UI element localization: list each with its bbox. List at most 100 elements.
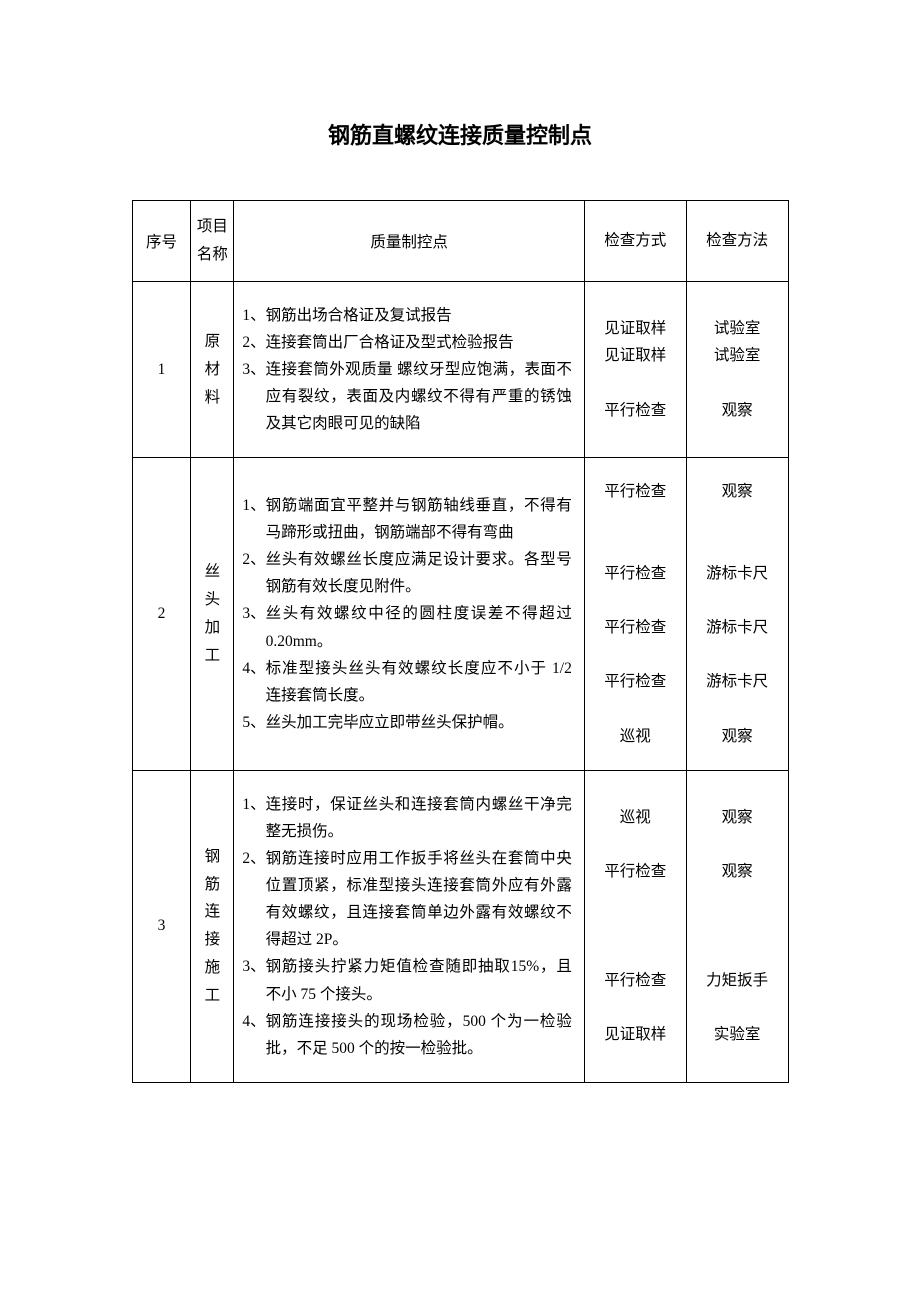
qc-point-text: 钢筋连接接头的现场检验，500 个为一检验批，不足 500 个的按一检验批。 [266,1008,572,1062]
method-line [691,506,784,533]
cell-proj: 钢筋连接施工 [191,770,234,1082]
method-line [691,370,784,397]
mode-line [589,370,682,397]
qc-point-num: 3、 [242,356,265,383]
qc-point-text: 连接套筒出厂合格证及型式检验报告 [266,329,572,356]
qc-point-num: 2、 [242,845,265,872]
qc-point-text: 连接套筒外观质量 螺纹牙型应饱满，表面不应有裂纹，表面及内螺纹不得有严重的锈蚀及… [266,356,572,437]
mode-line: 平行检查 [589,668,682,695]
qc-point: 3、丝头有效螺纹中径的圆柱度误差不得超过 0.20mm。 [242,600,572,654]
mode-line: 见证取样 [589,315,682,342]
qc-point-num: 1、 [242,302,265,329]
method-line: 试验室 [691,342,784,369]
qc-point-num: 4、 [242,655,265,682]
cell-qc: 1、连接时，保证丝头和连接套筒内螺丝干净完整无损伤。2、钢筋连接时应用工作扳手将… [234,770,585,1082]
qc-point-num: 4、 [242,1008,265,1035]
mode-line: 平行检查 [589,614,682,641]
mode-line: 平行检查 [589,858,682,885]
method-line [691,831,784,858]
method-line: 力矩扳手 [691,967,784,994]
table-body: 1原材料1、钢筋出场合格证及复试报告2、连接套筒出厂合格证及型式检验报告3、连接… [132,281,788,1082]
method-line [691,886,784,913]
method-line [691,695,784,722]
mode-line [589,533,682,560]
qc-point-text: 丝头有效螺丝长度应满足设计要求。各型号钢筋有效长度见附件。 [266,546,572,600]
qc-point-text: 钢筋连接时应用工作扳手将丝头在套筒中央位置顶紧，标准型接头连接套筒外应有外露有效… [266,845,572,954]
qc-point-num: 1、 [242,492,265,519]
table-row: 1原材料1、钢筋出场合格证及复试报告2、连接套筒出厂合格证及型式检验报告3、连接… [132,281,788,458]
mode-line: 平行检查 [589,397,682,424]
method-line [691,533,784,560]
mode-line: 平行检查 [589,560,682,587]
cell-qc: 1、钢筋端面宜平整并与钢筋轴线垂直，不得有马蹄形或扭曲，钢筋端部不得有弯曲2、丝… [234,458,585,770]
qc-point: 4、钢筋连接接头的现场检验，500 个为一检验批，不足 500 个的按一检验批。 [242,1008,572,1062]
table-row: 3钢筋连接施工1、连接时，保证丝头和连接套筒内螺丝干净完整无损伤。2、钢筋连接时… [132,770,788,1082]
qc-point: 2、钢筋连接时应用工作扳手将丝头在套筒中央位置顶紧，标准型接头连接套筒外应有外露… [242,845,572,954]
qc-point-num: 2、 [242,329,265,356]
cell-seq: 2 [132,458,191,770]
method-line: 观察 [691,723,784,750]
cell-mode: 见证取样见证取样 平行检查 [584,281,686,458]
qc-point: 2、丝头有效螺丝长度应满足设计要求。各型号钢筋有效长度见附件。 [242,546,572,600]
qc-point-text: 钢筋端面宜平整并与钢筋轴线垂直，不得有马蹄形或扭曲，钢筋端部不得有弯曲 [266,492,572,546]
qc-point: 5、丝头加工完毕应立即带丝头保护帽。 [242,709,572,736]
header-proj: 项目 名称 [191,201,234,282]
qc-point: 3、连接套筒外观质量 螺纹牙型应饱满，表面不应有裂纹，表面及内螺纹不得有严重的锈… [242,356,572,437]
cell-seq: 3 [132,770,191,1082]
cell-seq: 1 [132,281,191,458]
qc-point-text: 丝头加工完毕应立即带丝头保护帽。 [266,709,572,736]
mode-line: 见证取样 [589,1021,682,1048]
table-header-row: 序号 项目 名称 质量制控点 检查方式 检查方法 [132,201,788,282]
cell-qc: 1、钢筋出场合格证及复试报告2、连接套筒出厂合格证及型式检验报告3、连接套筒外观… [234,281,585,458]
method-line [691,641,784,668]
table-row: 2丝头加工1、钢筋端面宜平整并与钢筋轴线垂直，不得有马蹄形或扭曲，钢筋端部不得有… [132,458,788,770]
header-qc: 质量制控点 [234,201,585,282]
cell-mode: 平行检查 平行检查 平行检查 平行检查 巡视 [584,458,686,770]
method-line: 试验室 [691,315,784,342]
cell-method: 试验室试验室 观察 [686,281,788,458]
qc-point-num: 3、 [242,953,265,980]
method-line [691,913,784,940]
cell-proj: 原材料 [191,281,234,458]
mode-line: 巡视 [589,804,682,831]
page-title: 钢筋直螺纹连接质量控制点 [0,0,920,200]
mode-line [589,886,682,913]
mode-line [589,913,682,940]
qc-point-text: 标准型接头丝头有效螺纹长度应不小于 1/2 连接套筒长度。 [266,655,572,709]
qc-point-num: 5、 [242,709,265,736]
qc-point: 3、钢筋接头拧紧力矩值检查随即抽取15%，且不小 75 个接头。 [242,953,572,1007]
mode-line: 平行检查 [589,478,682,505]
method-line: 游标卡尺 [691,668,784,695]
mode-line [589,940,682,967]
mode-line: 巡视 [589,723,682,750]
mode-line: 平行检查 [589,967,682,994]
qc-point: 2、连接套筒出厂合格证及型式检验报告 [242,329,572,356]
cell-method: 观察 游标卡尺 游标卡尺 游标卡尺 观察 [686,458,788,770]
method-line [691,940,784,967]
mode-line [589,695,682,722]
qc-point-num: 3、 [242,600,265,627]
qc-point: 1、钢筋端面宜平整并与钢筋轴线垂直，不得有马蹄形或扭曲，钢筋端部不得有弯曲 [242,492,572,546]
method-line [691,994,784,1021]
qc-point-text: 连接时，保证丝头和连接套筒内螺丝干净完整无损伤。 [266,791,572,845]
method-line: 观察 [691,858,784,885]
qc-point: 1、钢筋出场合格证及复试报告 [242,302,572,329]
mode-line [589,994,682,1021]
method-line: 游标卡尺 [691,614,784,641]
method-line: 游标卡尺 [691,560,784,587]
qc-point-text: 钢筋出场合格证及复试报告 [266,302,572,329]
mode-line [589,641,682,668]
header-method: 检查方法 [686,201,788,282]
qc-point-num: 1、 [242,791,265,818]
mode-line [589,506,682,533]
header-seq: 序号 [132,201,191,282]
mode-line [589,587,682,614]
qc-point: 1、连接时，保证丝头和连接套筒内螺丝干净完整无损伤。 [242,791,572,845]
qc-point-num: 2、 [242,546,265,573]
cell-proj: 丝头加工 [191,458,234,770]
method-line: 实验室 [691,1021,784,1048]
method-line [691,587,784,614]
method-line: 观察 [691,397,784,424]
qc-table: 序号 项目 名称 质量制控点 检查方式 检查方法 1原材料1、钢筋出场合格证及复… [132,200,789,1083]
cell-method: 观察 观察 力矩扳手 实验室 [686,770,788,1082]
